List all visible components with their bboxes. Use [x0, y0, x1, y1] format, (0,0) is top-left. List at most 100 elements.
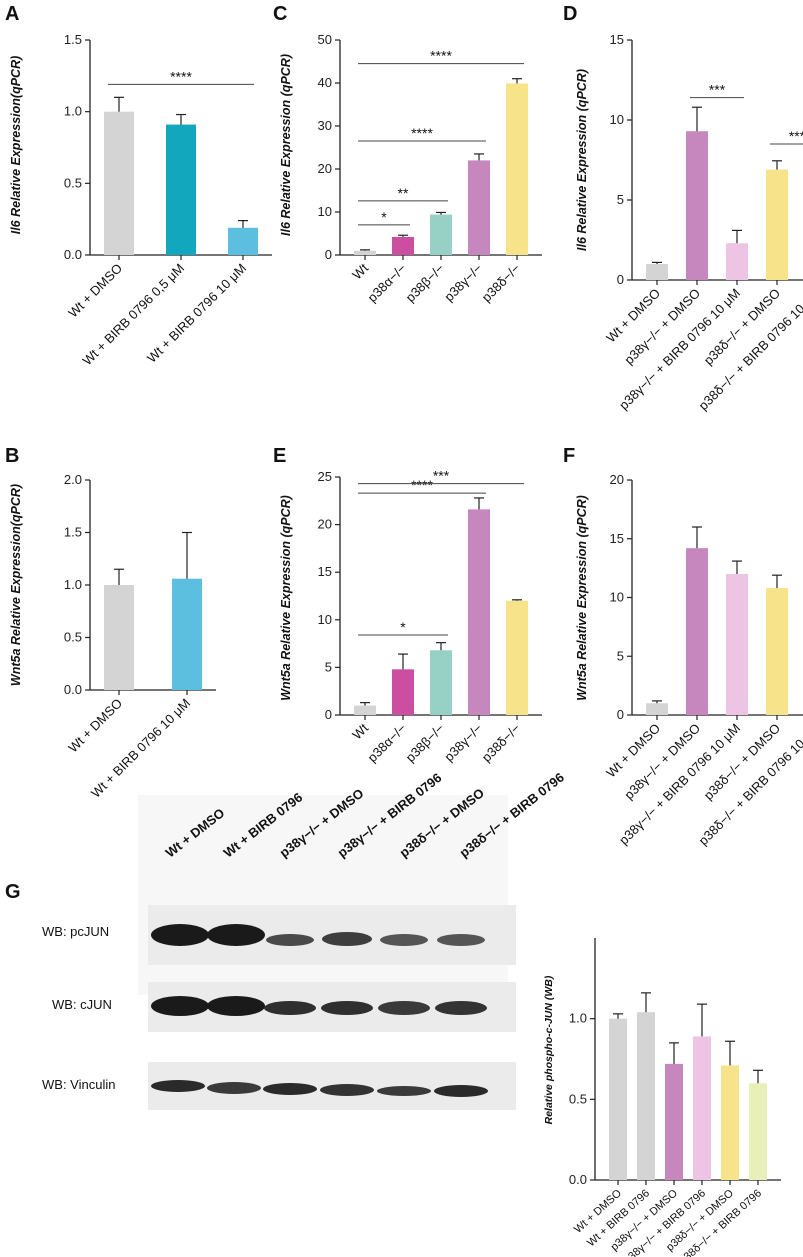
y-tick-label: 1.0 — [64, 104, 82, 119]
bar — [228, 227, 258, 255]
bar — [430, 214, 452, 255]
y-tick-label: 0 — [325, 247, 332, 262]
x-category-label: p38α−/− — [365, 721, 410, 766]
y-tick-label: 15 — [610, 531, 624, 546]
y-tick-label: 0 — [325, 707, 332, 722]
significance-label: * — [400, 619, 406, 635]
blot-band — [266, 934, 314, 946]
bar — [392, 669, 414, 715]
chart-panel-e: Wnt5a Relative Expression (qPCR) 0 5 10 15 20… — [279, 468, 542, 765]
blot-band — [320, 1084, 374, 1096]
y-axis-label: Wnt5a Relative Expression (qPCR) — [279, 495, 293, 701]
significance-label: **** — [170, 68, 192, 84]
blot-band — [263, 1083, 317, 1095]
panel-letter-g: G — [5, 881, 21, 903]
bar — [749, 1083, 767, 1180]
y-tick-label: 20 — [318, 161, 332, 176]
y-axis-label: Il6 Relative Expression (qPCR) — [575, 69, 589, 251]
bar — [354, 705, 376, 715]
bar — [646, 264, 668, 280]
bar — [665, 1063, 683, 1180]
bar — [506, 83, 528, 256]
blot-band — [322, 932, 372, 946]
y-tick-label: 0.0 — [569, 1172, 587, 1187]
significance-label: *** — [789, 128, 803, 144]
y-tick-label: 10 — [610, 112, 624, 127]
y-tick-label: 15 — [318, 564, 332, 579]
blot-band — [380, 934, 428, 946]
chart-panel-f: Wnt5a Relative Expression (qPCR) 0 5 10 15 20… — [575, 472, 803, 848]
significance-label: *** — [433, 468, 450, 484]
y-tick-label: 30 — [318, 118, 332, 133]
x-category-label: p38β−/− — [403, 721, 448, 766]
panel-letter-c: C — [273, 3, 287, 25]
x-category-label: p38γ−/− — [441, 261, 485, 305]
y-axis-label: Il6 Relative Expression (qPCR) — [279, 54, 293, 236]
x-category-label: Wt + BIRB 0796 0,5 μM — [80, 261, 188, 369]
x-category-label: p38γ−/− — [441, 721, 485, 765]
bar — [726, 243, 748, 280]
significance-label: **** — [411, 477, 433, 493]
bar — [693, 1036, 711, 1180]
blot-band — [151, 924, 209, 946]
blot-band — [151, 996, 209, 1016]
blot-band — [321, 1001, 373, 1015]
y-tick-label: 10 — [318, 612, 332, 627]
blot-band — [264, 1001, 316, 1015]
y-tick-label: 20 — [318, 517, 332, 532]
significance-label: **** — [430, 48, 452, 64]
bar — [392, 236, 414, 255]
y-tick-label: 0.5 — [569, 1091, 587, 1106]
x-category-label: p38δ−/− — [479, 721, 523, 765]
y-axis-label: Wnt5a Relative Expression(qPCR) — [9, 484, 23, 686]
significance-label: *** — [709, 82, 726, 98]
panel-letter-b: B — [5, 445, 19, 467]
y-tick-label: 1.5 — [64, 525, 82, 540]
panel-letter-f: F — [563, 445, 575, 467]
y-tick-label: 0.0 — [64, 247, 82, 262]
y-tick-label: 0.5 — [64, 175, 82, 190]
x-category-label: p38α−/− — [365, 261, 410, 306]
panel-letter-e: E — [273, 445, 286, 467]
y-tick-label: 0 — [617, 707, 624, 722]
significance-label: ** — [398, 185, 409, 201]
y-tick-label: 15 — [610, 32, 624, 47]
x-category-label: p38δ−/− — [479, 261, 523, 305]
bar — [104, 585, 134, 690]
blot-row-label: WB: Vinculin — [42, 1077, 115, 1092]
y-tick-label: 25 — [318, 469, 332, 484]
y-tick-label: 10 — [610, 590, 624, 605]
bar — [104, 111, 134, 256]
bar — [468, 160, 490, 255]
blot-band — [207, 924, 265, 946]
chart-panel-g: Relative phospho-c-JUN (WB)0.00.51.0Wt +… — [543, 938, 781, 1257]
blot-band — [151, 1080, 205, 1092]
bar — [609, 1018, 627, 1180]
blot-band — [207, 996, 265, 1016]
blot-band — [437, 934, 485, 946]
bar — [721, 1065, 739, 1180]
chart-panel-a: Il6 Relative Expression(qPCR) 0.0 0.5 1.0 1.… — [9, 32, 272, 368]
bar — [766, 169, 788, 280]
bar — [172, 578, 202, 690]
blot-band — [377, 1086, 431, 1096]
y-tick-label: 40 — [318, 75, 332, 90]
x-category-label: Wt — [349, 720, 371, 742]
x-category-label: p38β−/− — [403, 261, 448, 306]
y-axis-label: Il6 Relative Expression(qPCR) — [9, 56, 23, 235]
y-tick-label: 10 — [318, 204, 332, 219]
bar — [646, 703, 668, 715]
y-tick-label: 2.0 — [64, 472, 82, 487]
y-tick-label: 1.5 — [64, 32, 82, 47]
panel-letter-a: A — [5, 3, 19, 25]
x-category-label: Wt + DMSO — [65, 261, 125, 321]
blot-band — [207, 1082, 261, 1094]
bar — [766, 588, 788, 715]
bar — [468, 509, 490, 715]
blot-band — [434, 1085, 488, 1097]
bar — [637, 1012, 655, 1180]
y-axis-label: Relative phospho-c-JUN (WB) — [543, 975, 555, 1124]
blot-row-label: WB: pcJUN — [42, 924, 109, 939]
